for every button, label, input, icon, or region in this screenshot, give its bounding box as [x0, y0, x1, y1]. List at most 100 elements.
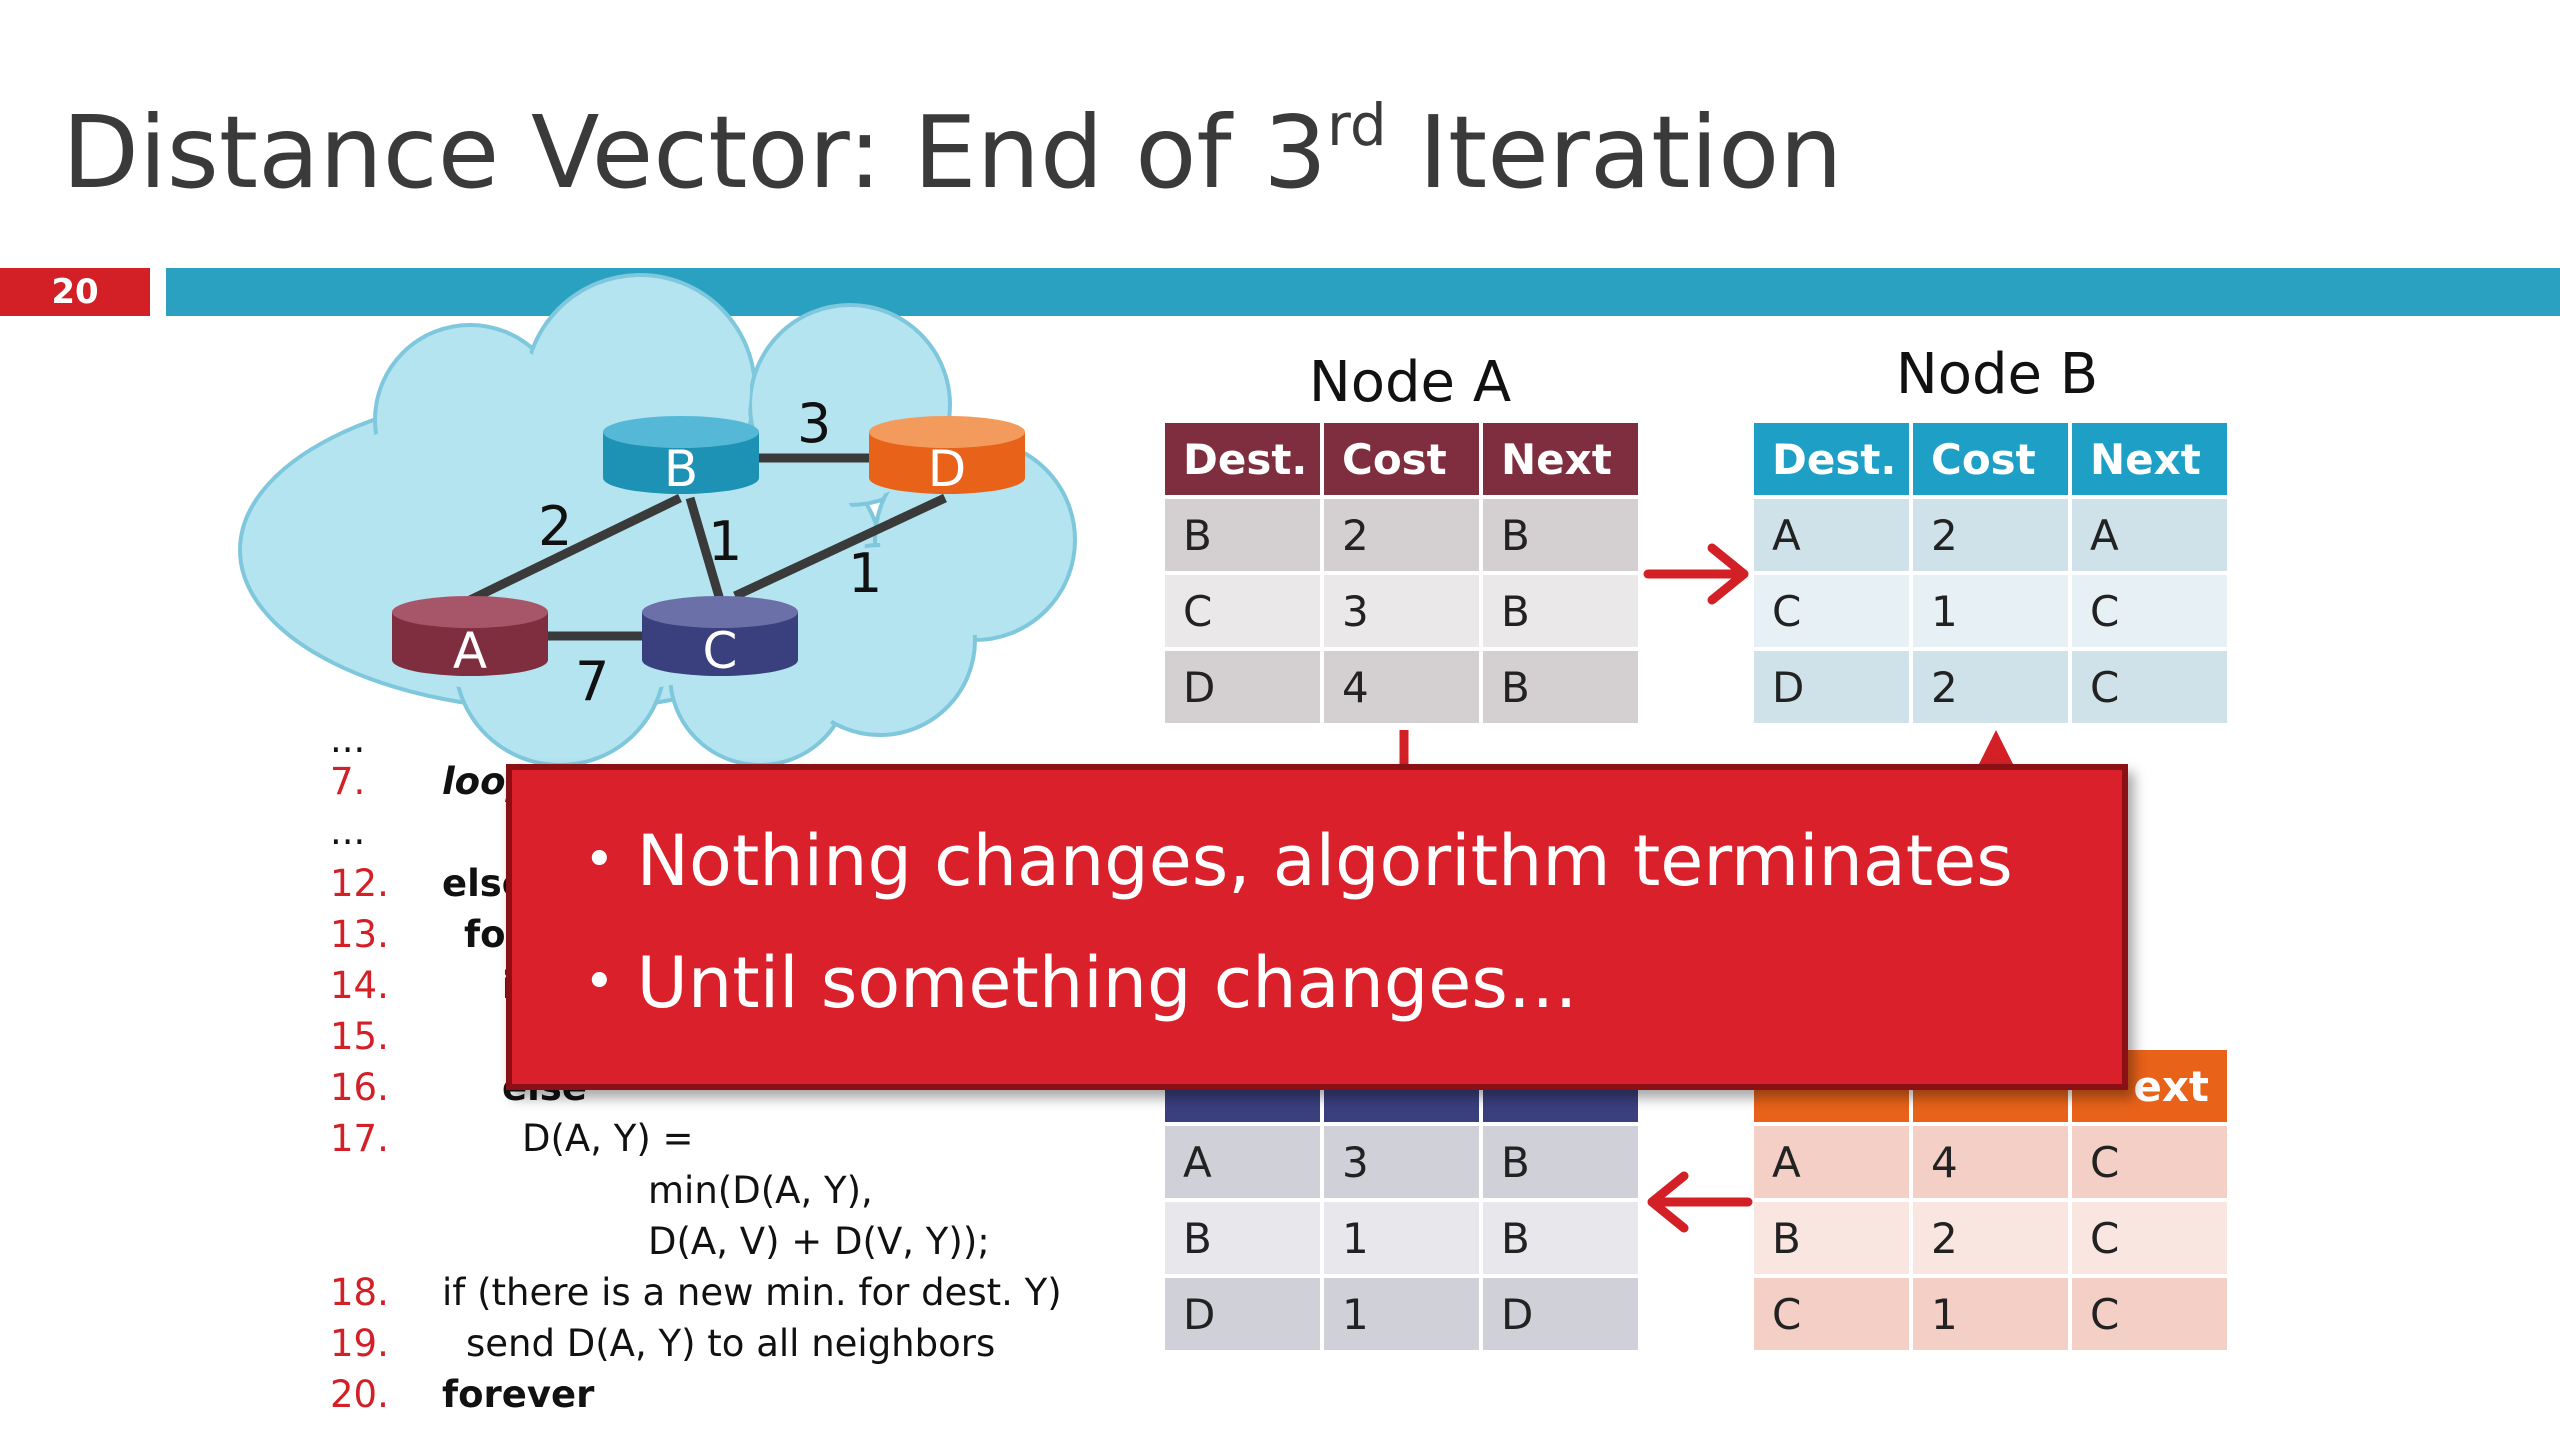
table-cell: D: [1483, 1278, 1638, 1350]
line-number: 18.: [330, 1271, 389, 1314]
table-header-row: Dest. Cost Next: [1165, 423, 1638, 495]
table-row: D 4 B: [1165, 651, 1638, 723]
table-header-cell: Cost: [1913, 423, 2068, 495]
table-cell: 2: [1324, 499, 1479, 571]
table-cell: 2: [1913, 1202, 2068, 1274]
routing-table-node-d: ext A 4 C B 2 C C 1 C: [1750, 1046, 2231, 1354]
table-cell: 2: [1913, 499, 2068, 571]
code-line: D(A, V) + D(V, Y));: [330, 1220, 1130, 1270]
bullet-icon: •: [584, 952, 615, 1012]
edge-weight-label: 2: [538, 495, 572, 558]
table-row: C 1 C: [1754, 575, 2227, 647]
arrow-up-head-icon: [1976, 730, 2016, 770]
table-cell: A: [1754, 499, 1909, 571]
code-line: ...: [330, 810, 1130, 860]
table-cell: B: [1483, 575, 1638, 647]
bullet-icon: •: [584, 830, 615, 890]
code-text: D(A, V) + D(V, Y));: [648, 1220, 990, 1263]
table-cell: 3: [1324, 1126, 1479, 1198]
table-header-cell: Dest.: [1165, 423, 1320, 495]
slide-title-main: Distance Vector: End of 3: [62, 94, 1328, 211]
line-number: 16.: [330, 1066, 389, 1109]
code-line: 20. forever: [330, 1373, 1130, 1423]
table-row: B 1 B: [1165, 1202, 1638, 1274]
graph-node-a: A: [392, 596, 548, 680]
slide-title-tail: Iteration: [1386, 94, 1843, 211]
table-cell: B: [1483, 1202, 1638, 1274]
line-number: 7.: [330, 760, 366, 803]
table-cell: C: [1754, 1278, 1909, 1350]
table-cell: C: [2072, 1278, 2227, 1350]
table-cell: A: [1754, 1126, 1909, 1198]
edge-weight-label: 7: [575, 650, 609, 713]
line-number: 17.: [330, 1117, 389, 1160]
table-row: C 1 C: [1754, 1278, 2227, 1350]
graph-node-label: B: [664, 440, 698, 498]
line-number: ...: [330, 810, 366, 853]
arrow-right-icon: [1643, 543, 1749, 605]
slide-title: Distance Vector: End of 3rd Iteration: [62, 96, 1843, 208]
node-a-title: Node A: [1308, 350, 1512, 415]
table-header-cell: Next: [2072, 423, 2227, 495]
edge-b-c: [685, 496, 725, 602]
table-cell: 1: [1324, 1278, 1479, 1350]
table-row: A 2 A: [1754, 499, 2227, 571]
code-line: ...: [330, 718, 1130, 768]
table-cell: D: [1754, 651, 1909, 723]
table-cell: 4: [1324, 651, 1479, 723]
graph-node-c: C: [642, 596, 798, 680]
table-cell: 1: [1913, 1278, 2068, 1350]
slide-number: 20: [0, 268, 150, 316]
code-line: 19. send D(A, Y) to all neighbors: [330, 1322, 1130, 1372]
table-cell: C: [2072, 1202, 2227, 1274]
line-number: 13.: [330, 913, 389, 956]
line-number: 20.: [330, 1373, 389, 1416]
line-number: ...: [330, 718, 366, 761]
edge-a-b: [468, 493, 682, 605]
routing-table-node-b: Dest. Cost Next A 2 A C 1 C D 2 C: [1750, 419, 2231, 727]
table-cell: B: [1483, 651, 1638, 723]
table-cell: C: [1165, 575, 1320, 647]
node-b-title: Node B: [1895, 342, 2099, 407]
table-row: D 1 D: [1165, 1278, 1638, 1350]
table-header-cell: Cost: [1324, 423, 1479, 495]
graph-node-label: D: [928, 440, 967, 498]
table-cell: B: [1165, 1202, 1320, 1274]
graph-node-label: C: [703, 622, 738, 680]
table-cell: A: [2072, 499, 2227, 571]
table-row: C 3 B: [1165, 575, 1638, 647]
code-text: forever: [442, 1373, 595, 1416]
table-cell: C: [2072, 1126, 2227, 1198]
table-header-row: Dest. Cost Next: [1754, 423, 2227, 495]
code-text: D(A, Y) =: [522, 1117, 694, 1160]
line-number: 15.: [330, 1015, 389, 1058]
table-row: B 2 B: [1165, 499, 1638, 571]
edge-weight-label: 1: [708, 510, 742, 573]
table-cell: 2: [1913, 651, 2068, 723]
table-row: D 2 C: [1754, 651, 2227, 723]
callout-bullet-text: Nothing changes, algorithm terminates: [636, 820, 2013, 902]
callout-bullet-text: Until something changes…: [636, 942, 1578, 1024]
table-row: A 3 B: [1165, 1126, 1638, 1198]
callout-bullet: • Until something changes…: [584, 942, 1578, 1024]
table-cell: B: [1754, 1202, 1909, 1274]
code-text: send D(A, Y) to all neighbors: [466, 1322, 996, 1365]
line-number: 12.: [330, 862, 389, 905]
table-cell: 3: [1324, 575, 1479, 647]
table-header-cell: Next: [1483, 423, 1638, 495]
code-text: min(D(A, Y),: [648, 1169, 873, 1212]
slide-title-superscript: rd: [1327, 91, 1387, 159]
code-line: 18. if (there is a new min. for dest. Y): [330, 1271, 1130, 1321]
code-line: 17. D(A, Y) =: [330, 1117, 1130, 1167]
code-line: 13. for: [330, 913, 1130, 963]
table-cell: C: [2072, 651, 2227, 723]
table-cell: D: [1165, 1278, 1320, 1350]
table-cell: A: [1165, 1126, 1320, 1198]
code-text: if (there is a new min. for dest. Y): [442, 1271, 1062, 1314]
table-cell: B: [1165, 499, 1320, 571]
table-cell: 1: [1913, 575, 2068, 647]
table-cell: 4: [1913, 1126, 2068, 1198]
table-row: B 2 C: [1754, 1202, 2227, 1274]
graph-node-label: A: [453, 622, 487, 680]
